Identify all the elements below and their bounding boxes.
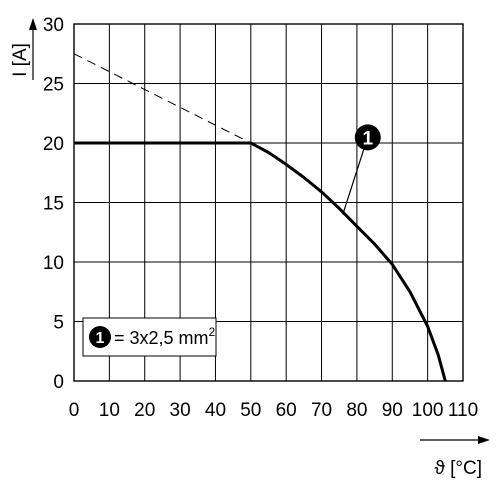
legend-marker-circle: [89, 326, 111, 348]
x-tick-labels: 0 10 20 30 40 50 60 70 80 90 100 110: [69, 400, 478, 421]
y-axis-label-group: I [A]: [10, 43, 31, 77]
legend-label: = 3x2,5 mm: [114, 328, 209, 348]
y-tick-label: 30: [43, 15, 64, 36]
y-tick-label: 10: [43, 253, 64, 274]
x-tick-label: 50: [240, 400, 261, 421]
legend-superscript: 2: [209, 325, 216, 339]
x-tick-label: 110: [448, 400, 478, 421]
series-derating-curve: [74, 141, 447, 382]
x-tick-label: 30: [170, 400, 191, 421]
legend: 1 = 3x2,5 mm2: [82, 317, 217, 357]
legend-marker: 1: [96, 330, 105, 347]
x-tick-label: 10: [99, 400, 120, 421]
x-axis-arrowhead: [478, 436, 490, 444]
y-tick-label: 0: [53, 372, 64, 393]
x-tick-label: 90: [382, 400, 403, 421]
series-layer: [73, 53, 447, 382]
x-tick-label: 20: [134, 400, 155, 421]
x-tick-label: 100: [412, 400, 444, 421]
callout-circle: [354, 124, 381, 151]
y-tick-label: 15: [43, 194, 64, 215]
y-tick-labels: 0 5 10 15 20 25 30: [43, 15, 64, 393]
x-tick-label: 70: [311, 400, 332, 421]
x-tick-label: 0: [69, 400, 80, 421]
y-axis-label: I [A]: [10, 43, 31, 77]
y-tick-label: 20: [43, 134, 64, 155]
y-tick-label: 5: [53, 313, 64, 334]
x-tick-label: 80: [346, 400, 367, 421]
legend-text: = 3x2,5 mm2: [114, 325, 216, 348]
callout-leader: [342, 149, 365, 215]
x-tick-label: 60: [276, 400, 297, 421]
callout-marker: 1: [362, 128, 373, 149]
x-tick-label: 40: [205, 400, 226, 421]
y-tick-label: 25: [43, 75, 64, 96]
x-axis-label: ϑ [°C]: [434, 458, 482, 479]
series-extension-line: [73, 53, 252, 144]
y-axis-arrowhead: [29, 18, 37, 30]
plot-frame: [73, 23, 464, 382]
